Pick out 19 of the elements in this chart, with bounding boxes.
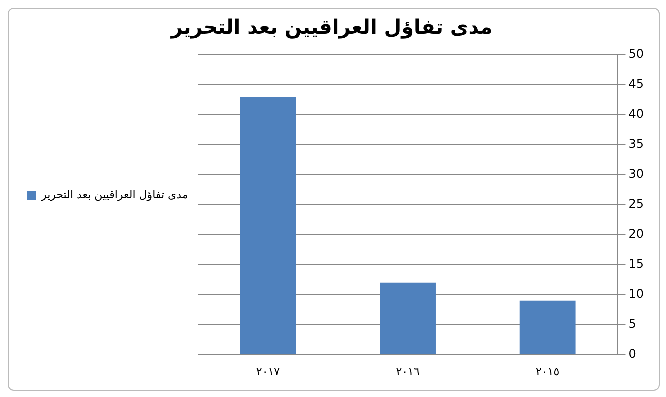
y-tick-label: 0	[628, 346, 636, 361]
y-tick-label: 10	[628, 286, 644, 301]
y-tick-label: 15	[628, 256, 644, 271]
x-tick-label: ٢٠١٦	[396, 365, 420, 378]
y-tick-label: 35	[628, 137, 644, 152]
y-tick-label: 5	[628, 316, 636, 331]
bar	[520, 300, 576, 354]
x-tick-label: ٢٠١٥	[536, 365, 560, 378]
y-tick-label: 30	[628, 167, 644, 182]
legend-label: مدى تفاؤل العراقيين بعد التحرير	[40, 188, 188, 202]
y-tick-label: 45	[628, 77, 644, 92]
chart-title: مدى تفاؤل العراقيين بعد التحرير	[170, 15, 493, 40]
bar	[240, 96, 296, 354]
y-tick-label: 20	[628, 227, 644, 242]
y-tick-label: 25	[628, 197, 644, 212]
bar	[380, 282, 436, 354]
x-tick-label: ٢٠١٧	[256, 365, 280, 378]
y-tick-label: 50	[628, 47, 644, 62]
y-tick-label: 40	[628, 107, 644, 122]
